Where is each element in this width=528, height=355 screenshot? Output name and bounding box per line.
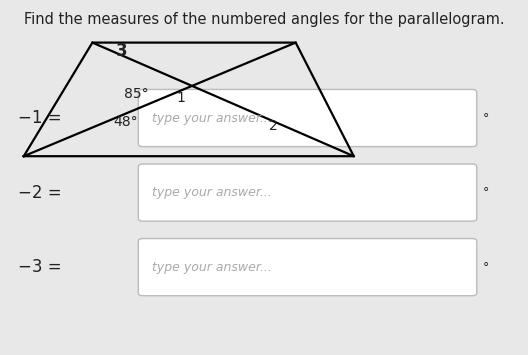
FancyBboxPatch shape [138, 164, 477, 221]
Text: type your answer...: type your answer... [152, 261, 272, 274]
Text: −3 =: −3 = [18, 258, 62, 276]
Text: °: ° [483, 186, 489, 199]
Text: Find the measures of the numbered angles for the parallelogram.: Find the measures of the numbered angles… [24, 12, 504, 27]
Text: type your answer...: type your answer... [152, 186, 272, 199]
Text: 48°: 48° [114, 115, 138, 130]
FancyBboxPatch shape [138, 89, 477, 147]
Text: °: ° [483, 111, 489, 125]
Text: 1: 1 [177, 91, 186, 105]
Text: 2: 2 [269, 119, 278, 133]
FancyBboxPatch shape [138, 239, 477, 296]
Text: type your answer...: type your answer... [152, 111, 272, 125]
Text: 85°: 85° [124, 87, 149, 101]
Text: 3: 3 [116, 43, 128, 60]
Text: −1 =: −1 = [18, 109, 62, 127]
Text: °: ° [483, 261, 489, 274]
Text: −2 =: −2 = [18, 184, 62, 202]
